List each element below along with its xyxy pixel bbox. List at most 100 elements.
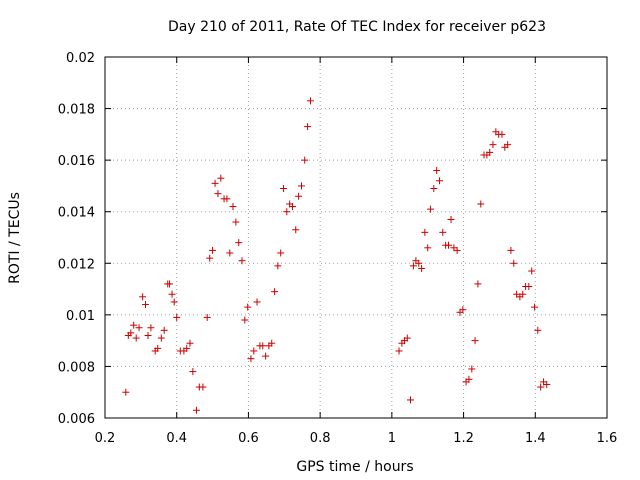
data-point <box>173 313 181 321</box>
data-point <box>223 195 231 203</box>
data-point <box>229 203 237 211</box>
plot-frame <box>104 56 608 419</box>
data-point <box>186 339 194 347</box>
x-tick-label: 1.4 <box>525 431 546 446</box>
data-point <box>292 226 300 234</box>
y-tick-label: 0.016 <box>58 154 95 169</box>
data-point <box>170 298 178 306</box>
data-point <box>199 383 207 391</box>
data-point <box>439 228 447 236</box>
data-point <box>209 246 217 254</box>
data-point <box>409 262 417 270</box>
data-point <box>306 97 314 105</box>
data-point <box>415 259 423 267</box>
data-point <box>217 174 225 182</box>
data-point <box>280 185 288 193</box>
data-point <box>183 344 191 352</box>
data-point <box>135 324 143 332</box>
data-point <box>295 192 303 200</box>
data-point <box>147 324 155 332</box>
data-point <box>232 218 240 226</box>
data-point <box>259 342 267 350</box>
data-point <box>244 303 252 311</box>
data-point <box>403 334 411 342</box>
data-point <box>130 321 138 329</box>
x-tick-label: 0.2 <box>95 431 116 446</box>
data-point <box>132 334 140 342</box>
x-axis-tick-labels: 0.2 0.4 0.6 0.8 1 1.2 1.4 1.6 <box>95 431 618 446</box>
y-axis-label: ROTI / TECUs <box>7 192 23 284</box>
data-point <box>226 249 234 257</box>
data-point <box>436 177 444 185</box>
data-point <box>543 380 551 388</box>
data-point <box>214 190 222 198</box>
data-point <box>534 326 542 334</box>
data-point <box>139 293 147 301</box>
data-point <box>430 185 438 193</box>
data-point <box>504 141 512 149</box>
y-tick-label: 0.006 <box>58 412 95 427</box>
data-point <box>203 313 211 321</box>
data-point <box>395 347 403 355</box>
x-tick-label: 0.8 <box>310 431 331 446</box>
data-point <box>192 406 200 414</box>
data-point <box>528 267 536 275</box>
chart-title: Day 210 of 2011, Rate Of TEC Index for r… <box>168 19 546 35</box>
y-tick-label: 0.012 <box>58 257 95 272</box>
data-point <box>168 290 176 298</box>
data-point <box>250 347 258 355</box>
data-point <box>289 203 297 211</box>
data-point <box>407 396 415 404</box>
data-point <box>301 156 309 164</box>
y-tick-label: 0.018 <box>58 103 95 118</box>
data-point <box>235 239 243 247</box>
y-tick-label: 0.02 <box>66 51 95 66</box>
data-point <box>241 316 249 324</box>
data-point <box>283 208 291 216</box>
data-point <box>468 365 476 373</box>
y-tick-label: 0.008 <box>58 360 95 375</box>
data-point <box>507 246 515 254</box>
data-point <box>160 326 168 334</box>
data-point <box>424 244 432 252</box>
data-point <box>477 200 485 208</box>
data-point <box>519 290 527 298</box>
y-tick-label: 0.01 <box>66 309 95 324</box>
data-point <box>447 215 455 223</box>
data-point <box>427 205 435 213</box>
x-tick-label: 1.2 <box>453 431 474 446</box>
data-point <box>144 331 152 339</box>
data-point <box>421 228 429 236</box>
data-point <box>274 262 282 270</box>
x-axis-label: GPS time / hours <box>296 459 413 475</box>
grid-lines <box>105 57 607 418</box>
data-point <box>142 301 150 309</box>
data-point <box>206 254 214 262</box>
data-point <box>525 282 533 290</box>
data-point <box>433 166 441 174</box>
data-point <box>166 280 174 288</box>
y-axis-tick-labels: 0.006 0.008 0.01 0.012 0.014 0.016 0.018 0.02 <box>58 51 95 427</box>
data-point <box>271 288 279 296</box>
x-tick-label: 0.4 <box>166 431 187 446</box>
data-point <box>189 368 197 376</box>
data-point <box>211 179 219 187</box>
data-point <box>453 246 461 254</box>
data-point <box>127 329 135 337</box>
data-point <box>465 375 473 383</box>
data-point <box>510 259 518 267</box>
data-point <box>238 257 246 265</box>
x-tick-label: 1 <box>388 431 396 446</box>
data-point <box>122 388 130 396</box>
data-point <box>474 280 482 288</box>
x-tick-label: 1.6 <box>597 431 618 446</box>
y-tick-label: 0.014 <box>58 206 95 221</box>
data-point <box>253 298 261 306</box>
data-point <box>297 182 305 190</box>
x-tick-label: 0.6 <box>238 431 259 446</box>
data-point <box>277 249 285 257</box>
data-point <box>489 141 497 149</box>
data-point <box>268 339 276 347</box>
